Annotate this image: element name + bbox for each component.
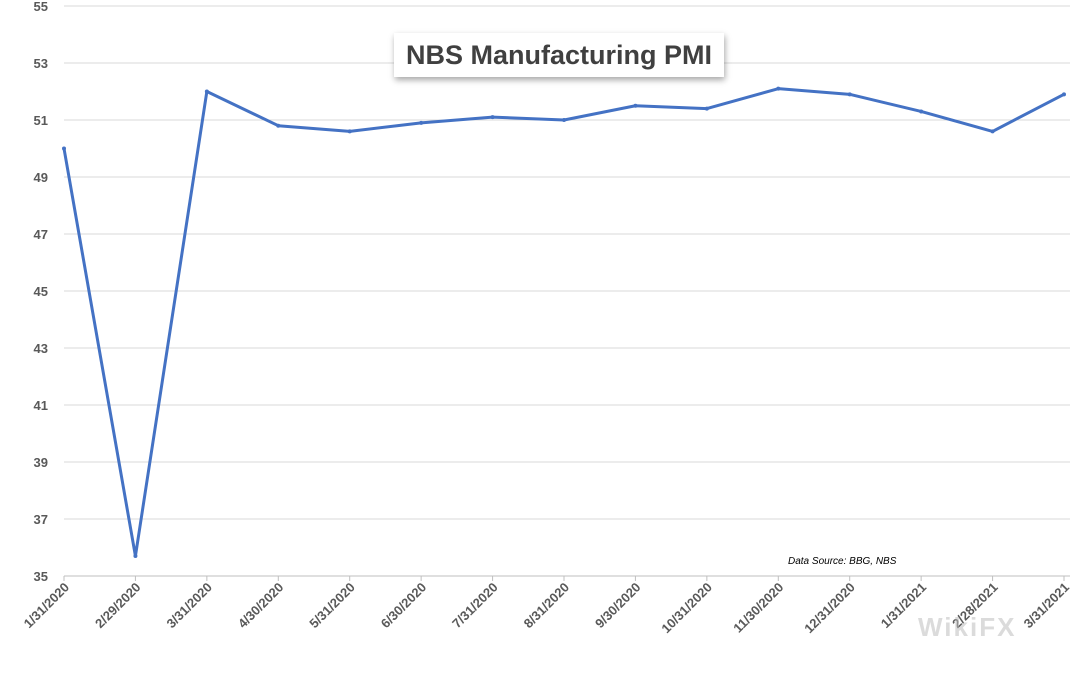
data-point [204, 89, 209, 94]
data-point [490, 115, 495, 120]
axes [63, 575, 1070, 581]
data-point [847, 92, 852, 97]
data-point [347, 129, 352, 134]
x-tick-label: 7/31/2020 [449, 580, 501, 632]
x-tick-label: 3/31/2021 [1021, 580, 1073, 632]
y-tick-label: 43 [34, 341, 48, 356]
data-point [776, 86, 781, 91]
x-tick-label: 2/29/2020 [92, 580, 144, 632]
data-point [633, 103, 638, 108]
gridlines [64, 5, 1070, 520]
data-point [562, 118, 566, 122]
data-point [133, 554, 138, 559]
data-point [62, 146, 66, 151]
y-tick-label: 47 [34, 227, 48, 242]
x-tick-label: 8/31/2020 [521, 580, 573, 632]
data-source-note: Data Source: BBG, NBS [788, 556, 897, 567]
x-tick-label: 11/30/2020 [730, 580, 786, 636]
y-tick-label: 51 [34, 113, 48, 128]
x-tick-label: 6/30/2020 [378, 580, 430, 632]
series-line-0 [62, 87, 1066, 558]
y-tick-label: 49 [34, 170, 48, 185]
y-tick-label: 35 [34, 569, 48, 584]
x-tick-label: 12/31/2020 [801, 580, 858, 637]
y-tick-label: 53 [34, 56, 48, 71]
data-point [704, 106, 709, 111]
data-point [419, 120, 424, 125]
x-tick-label: 1/31/2020 [21, 580, 73, 632]
x-tick-labels: 1/31/2020 2/29/2020 3/31/2020 4/30/2020 5/31… [21, 580, 1073, 637]
x-tick-label: 4/30/2020 [235, 580, 287, 632]
x-tick-label: 10/31/2020 [658, 580, 715, 637]
series-layer [62, 86, 1066, 559]
y-tick-label: 41 [34, 398, 48, 413]
data-point [276, 123, 281, 128]
y-tick-label: 45 [34, 284, 48, 299]
chart-title-box: NBS Manufacturing PMI [394, 33, 725, 77]
data-point [919, 109, 924, 114]
y-tick-label: 39 [34, 455, 48, 470]
x-tick-label: 5/31/2020 [306, 580, 358, 632]
x-tick-label: 3/31/2020 [163, 580, 215, 632]
data-point [990, 129, 995, 134]
watermark-logo: WikiFX [918, 612, 1017, 642]
y-tick-label: 37 [34, 512, 48, 527]
x-tick-label: 9/30/2020 [592, 580, 644, 632]
chart-title: NBS Manufacturing PMI [406, 39, 713, 70]
y-tick-label: 55 [34, 0, 48, 14]
y-tick-labels: 35 37 39 41 43 45 47 49 51 53 55 [34, 0, 48, 584]
data-point [1062, 92, 1066, 97]
